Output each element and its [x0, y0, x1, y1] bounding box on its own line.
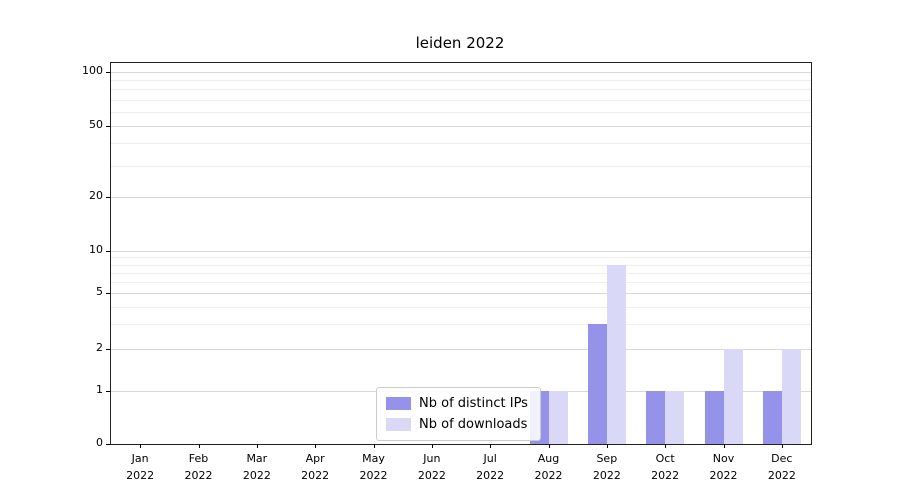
x-tick-mark: [490, 444, 492, 448]
bar-downloads: [665, 391, 685, 444]
legend-swatch-distinct-ips: [386, 397, 411, 410]
x-axis-tick-label: Jan 2022: [126, 452, 155, 482]
x-axis-tick-label: Nov 2022: [709, 452, 738, 482]
plot-area: 0 1 2 5 10 20 50 100 Jan 2022 Feb 2022 Mar 2022 Apr 202…: [82, 62, 812, 482]
major-gridline: [111, 348, 811, 350]
x-axis-tick-label: Apr 2022: [301, 452, 330, 482]
bar-downloads: [723, 348, 743, 444]
y-axis-tick-label: 1: [96, 383, 103, 396]
y-tick-mark: [106, 348, 110, 350]
y-axis-tick-label: 20: [89, 189, 103, 203]
minor-gridline: [111, 272, 811, 274]
x-tick-mark: [373, 444, 375, 448]
y-tick-mark: [106, 72, 110, 73]
y-axis-tick-label: 2: [96, 340, 103, 354]
y-tick-mark: [106, 444, 110, 445]
y-axis-tick-label: 0: [96, 436, 103, 449]
bar-distinct-ips: [587, 324, 607, 444]
legend-label-downloads: Nb of downloads: [419, 417, 528, 432]
y-tick-mark: [106, 251, 110, 252]
y-axis-tick-label: 50: [89, 117, 103, 131]
minor-gridline: [111, 282, 811, 284]
minor-gridline: [111, 99, 811, 101]
major-gridline: [111, 293, 811, 295]
minor-gridline: [111, 80, 811, 82]
x-axis-tick-label: Jun 2022: [417, 452, 446, 482]
x-axis-tick-label: Feb 2022: [184, 452, 213, 482]
x-tick-mark: [431, 444, 433, 448]
bar-distinct-ips: [762, 391, 782, 444]
x-tick-mark: [606, 444, 608, 448]
y-axis-tick-label: 10: [89, 243, 103, 256]
minor-gridline: [111, 143, 811, 145]
bar-downloads: [781, 348, 801, 444]
bar-downloads: [548, 391, 568, 444]
x-axis-tick-label: Sep 2022: [592, 452, 621, 482]
x-tick-mark: [665, 444, 667, 448]
major-gridline: [111, 197, 811, 199]
y-tick-mark: [106, 293, 110, 295]
y-axis-tick-label: 100: [82, 64, 103, 77]
x-tick-mark: [781, 444, 783, 448]
x-tick-mark: [140, 444, 142, 448]
legend-label-distinct-ips: Nb of distinct IPs: [419, 396, 528, 411]
major-gridline: [111, 72, 811, 73]
minor-gridline: [111, 257, 811, 259]
major-gridline: [111, 251, 811, 252]
minor-gridline: [111, 89, 811, 91]
x-tick-mark: [198, 444, 200, 448]
legend: Nb of distinct IPs Nb of downloads: [376, 387, 541, 441]
x-tick-mark: [256, 444, 258, 448]
x-axis-tick-label: May 2022: [359, 452, 388, 482]
minor-gridline: [111, 306, 811, 308]
x-axis-tick-label: Jul 2022: [476, 452, 505, 482]
minor-gridline: [111, 111, 811, 113]
chart-title: leiden 2022: [415, 34, 505, 52]
bar-distinct-ips: [646, 391, 666, 444]
y-tick-mark: [106, 197, 110, 199]
x-tick-mark: [723, 444, 725, 448]
minor-gridline: [111, 165, 811, 167]
x-axis-tick-label: Mar 2022: [242, 452, 271, 482]
bar-distinct-ips: [704, 391, 724, 444]
minor-gridline: [111, 324, 811, 326]
legend-item-downloads: Nb of downloads: [386, 417, 528, 432]
legend-item-distinct-ips: Nb of distinct IPs: [386, 396, 528, 411]
x-tick-mark: [548, 444, 550, 448]
x-axis-tick-label: Oct 2022: [651, 452, 680, 482]
y-tick-mark: [106, 125, 110, 127]
y-axis-tick-label: 5: [96, 285, 103, 299]
legend-swatch-downloads: [386, 418, 411, 431]
y-tick-mark: [106, 391, 110, 392]
x-tick-mark: [315, 444, 317, 448]
x-axis-tick-label: Dec 2022: [767, 452, 796, 482]
minor-gridline: [111, 264, 811, 266]
major-gridline: [111, 125, 811, 127]
x-axis-tick-label: Aug 2022: [534, 452, 563, 482]
bar-downloads: [606, 264, 626, 444]
